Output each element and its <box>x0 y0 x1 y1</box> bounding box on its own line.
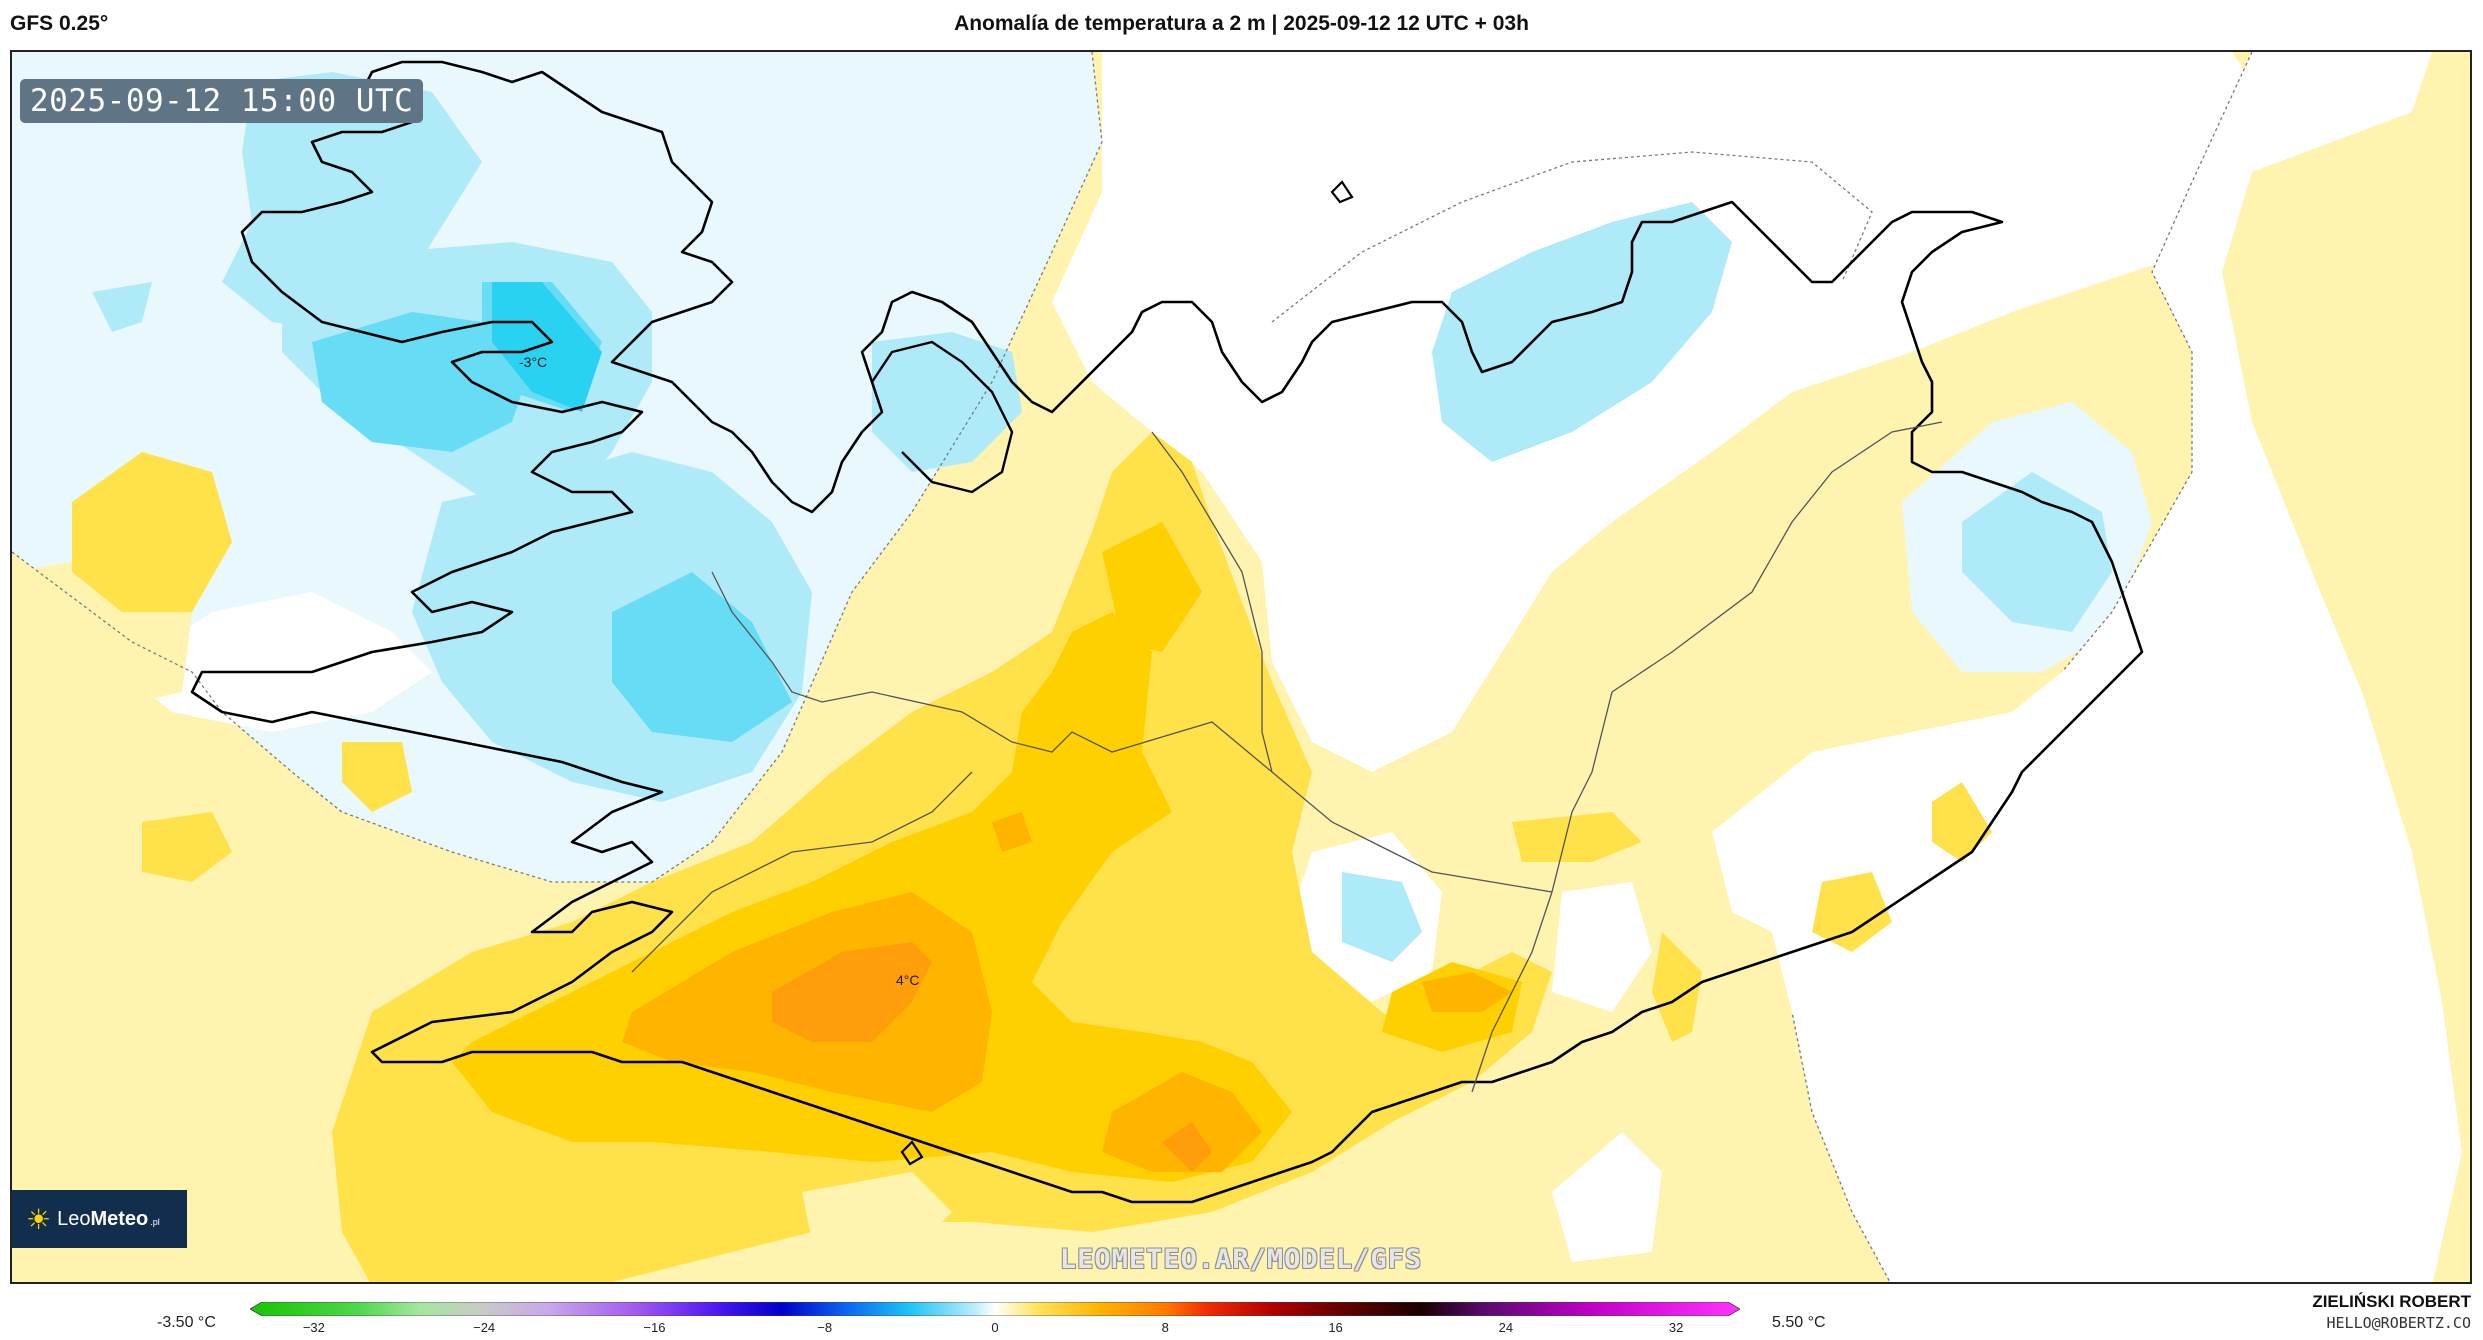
logo-text-bold: Meteo <box>90 1207 149 1230</box>
coastline-island <box>1330 180 1354 204</box>
logo-text-light: Leo <box>57 1207 91 1230</box>
region-border <box>631 771 973 973</box>
cold-anomaly-core <box>492 282 602 412</box>
logo-suffix: .pl <box>150 1217 160 1227</box>
warm-anomaly-deep-east <box>1422 972 1512 1012</box>
chart-title: Anomalía de temperatura a 2 m | 2025-09-… <box>954 12 1529 35</box>
cold-anomaly-mid-south <box>1342 872 1422 962</box>
color-scale-shape <box>250 1302 1740 1316</box>
coastline-island-south <box>900 1140 924 1166</box>
warm-anomaly-deep-center <box>992 812 1032 852</box>
author-name: ZIELIŃSKI ROBERT <box>2312 1292 2471 1311</box>
contour-line <box>1271 151 1873 323</box>
warm-anomaly-mid-west <box>72 452 232 612</box>
warm-anomaly-mid-east-4 <box>1652 932 1702 1042</box>
source-watermark: LEOMETEO.AR/MODEL/GFS <box>1059 1244 1423 1275</box>
legend-tick-label: −16 <box>643 1320 666 1335</box>
neutral-region-coast <box>1552 1132 1662 1262</box>
anomaly-map <box>12 52 2470 1282</box>
legend-tick-label: −8 <box>817 1320 833 1335</box>
legend-tick-label: 24 <box>1498 1320 1514 1335</box>
contour-line <box>1791 1011 1891 1282</box>
warm-anomaly-mid-west-small-2 <box>342 742 412 812</box>
warm-anomaly-mid-east-2 <box>1812 872 1892 952</box>
map-panel: 2025-09-12 15:00 UTC -3°C 4°C ☀ Leo Meteo… <box>10 50 2472 1284</box>
warm-anomaly-strong-north <box>1102 522 1202 652</box>
legend-tick-label: 8 <box>1161 1320 1169 1335</box>
model-label: GFS 0.25° <box>10 12 109 35</box>
cold-anomaly-strong-central <box>612 572 792 742</box>
cold-anomaly-mid-north <box>872 332 1022 472</box>
map-value-label: 4°C <box>896 972 920 988</box>
legend-tick-label: 16 <box>1328 1320 1343 1335</box>
color-scale-bar <box>250 1302 1740 1316</box>
neutral-region-east <box>1712 52 2462 1282</box>
valid-time-badge: 2025-09-12 15:00 UTC <box>20 79 424 123</box>
map-value-label: -3°C <box>519 354 548 370</box>
neutral-region-south <box>1552 882 1652 1012</box>
cold-anomaly-mid-ne <box>1432 202 1732 462</box>
region-border <box>1471 891 1553 1093</box>
legend-min-label: -3.50 °C <box>157 1314 216 1331</box>
legend-tick-label: −24 <box>473 1320 496 1335</box>
warm-anomaly-core-east <box>1162 1122 1212 1172</box>
warm-anomaly-mid-east-3 <box>1932 782 1992 862</box>
warm-anomaly-deep-southeast <box>1102 1072 1262 1172</box>
legend-tick-label: 0 <box>991 1320 999 1335</box>
cold-anomaly-mid-islet <box>92 282 152 332</box>
sun-icon: ☀ <box>26 1203 52 1235</box>
cold-anomaly-strong-westfjords <box>312 312 532 452</box>
coastline-north-peninsula <box>871 340 1014 494</box>
brand-logo: ☀ Leo Meteo .pl <box>12 1190 187 1248</box>
coastline <box>190 60 2144 1204</box>
warm-anomaly-core <box>772 942 932 1042</box>
legend-ticks: −32 −24 −16 −8 0 8 16 24 32 <box>0 1320 2483 1340</box>
legend-tick-label: −32 <box>302 1320 325 1335</box>
region-border <box>711 571 1553 893</box>
contour-line <box>2061 52 2253 673</box>
region-border <box>1151 431 1273 773</box>
neutral-patch-south <box>802 1172 952 1252</box>
contour-line <box>12 52 1103 883</box>
legend-tick-label: 32 <box>1668 1320 1684 1335</box>
legend-max-label: 5.50 °C <box>1772 1314 1826 1331</box>
warm-anomaly-mid-west-small <box>142 812 232 882</box>
warm-anomaly-mid-east-1 <box>1512 812 1642 862</box>
author-email: HELLO@ROBERTZ.CO <box>2326 1314 2472 1332</box>
region-border <box>1551 421 1943 893</box>
